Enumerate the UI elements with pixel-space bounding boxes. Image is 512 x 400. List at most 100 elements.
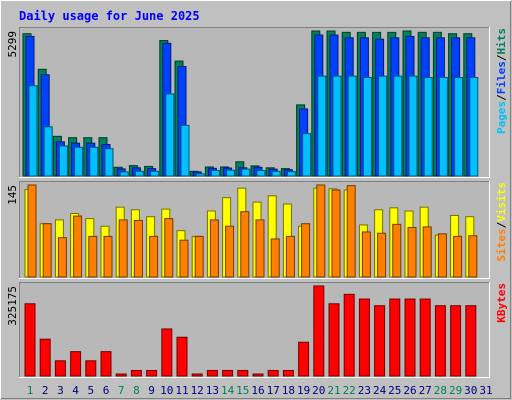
day-label-31: 31 bbox=[479, 384, 492, 397]
sites-bar-day-7 bbox=[118, 219, 128, 278]
sites-bar-day-30 bbox=[468, 235, 478, 278]
day-label-22: 22 bbox=[343, 384, 356, 397]
pages-bar-day-23 bbox=[362, 76, 372, 177]
kbytes-bar-day-15 bbox=[237, 369, 249, 377]
day-label-21: 21 bbox=[327, 384, 340, 397]
day-label-13: 13 bbox=[206, 384, 219, 397]
pages-bar-day-14 bbox=[226, 169, 236, 177]
ymax-label-visits-sites: 145 bbox=[6, 185, 19, 205]
pages-bar-day-7 bbox=[119, 171, 129, 177]
sites-bar-day-19 bbox=[301, 223, 311, 278]
sites-bar-day-6 bbox=[103, 235, 113, 278]
day-label-7: 7 bbox=[118, 384, 125, 397]
day-label-23: 23 bbox=[358, 384, 371, 397]
sites-bar-day-12 bbox=[194, 235, 204, 278]
kbytes-bar-day-28 bbox=[434, 305, 446, 377]
day-label-2: 2 bbox=[42, 384, 49, 397]
pages-bar-day-13 bbox=[210, 170, 220, 177]
kbytes-bar-day-14 bbox=[222, 369, 234, 377]
kbytes-bar-day-23 bbox=[358, 298, 370, 377]
pages-bar-day-18 bbox=[286, 171, 296, 177]
pages-bar-day-10 bbox=[165, 93, 175, 177]
day-label-18: 18 bbox=[282, 384, 295, 397]
kbytes-bar-day-30 bbox=[465, 305, 477, 377]
sites-bar-day-15 bbox=[240, 211, 250, 278]
kbytes-bar-day-12 bbox=[191, 373, 203, 377]
legend-part: Visits bbox=[495, 182, 508, 222]
day-label-4: 4 bbox=[72, 384, 79, 397]
sites-bar-day-17 bbox=[270, 238, 280, 278]
pages-bar-day-1 bbox=[28, 85, 38, 177]
day-label-16: 16 bbox=[251, 384, 264, 397]
kbytes-bar-day-10 bbox=[161, 328, 173, 377]
panel-visits-sites: 145 Sites/Visits bbox=[6, 181, 508, 279]
day-label-3: 3 bbox=[57, 384, 64, 397]
day-label-25: 25 bbox=[388, 384, 401, 397]
pages-bar-day-25 bbox=[393, 75, 403, 177]
day-label-15: 15 bbox=[236, 384, 249, 397]
kbytes-bar-day-25 bbox=[389, 298, 401, 377]
day-label-26: 26 bbox=[403, 384, 416, 397]
pages-bar-day-17 bbox=[271, 170, 281, 177]
kbytes-bar-day-27 bbox=[419, 298, 431, 377]
day-label-30: 30 bbox=[464, 384, 477, 397]
ymax-label-kbytes: 325175 bbox=[6, 286, 19, 326]
sites-bar-day-20 bbox=[316, 184, 326, 278]
panels: 5299Pages/Files/Hits145Sites/Visits32517… bbox=[6, 27, 508, 378]
kbytes-bar-day-8 bbox=[130, 369, 142, 377]
day-label-9: 9 bbox=[148, 384, 155, 397]
pages-bar-day-24 bbox=[378, 75, 388, 177]
kbytes-bar-day-17 bbox=[267, 369, 279, 377]
sites-bar-day-18 bbox=[285, 235, 295, 278]
day-label-8: 8 bbox=[133, 384, 140, 397]
day-label-24: 24 bbox=[373, 384, 387, 397]
sites-bar-day-27 bbox=[422, 226, 432, 278]
kbytes-bar-day-4 bbox=[70, 351, 82, 377]
pages-bar-day-16 bbox=[256, 170, 266, 177]
day-label-27: 27 bbox=[419, 384, 432, 397]
pages-bar-day-28 bbox=[438, 76, 448, 177]
pages-bar-day-6 bbox=[104, 148, 114, 177]
legend-part: Files bbox=[495, 61, 508, 94]
kbytes-bar-day-21 bbox=[328, 303, 340, 377]
pages-bar-day-5 bbox=[89, 146, 99, 177]
sites-bar-day-25 bbox=[392, 223, 402, 278]
legend-part: / bbox=[495, 54, 508, 61]
sites-bar-day-29 bbox=[453, 235, 463, 278]
kbytes-bar-day-1 bbox=[24, 303, 36, 377]
kbytes-bar-day-24 bbox=[374, 305, 386, 377]
sites-bar-day-21 bbox=[331, 189, 341, 278]
day-label-19: 19 bbox=[297, 384, 310, 397]
day-label-1: 1 bbox=[27, 384, 34, 397]
pages-bar-day-20 bbox=[317, 75, 327, 177]
legend-part: Pages bbox=[495, 101, 508, 134]
legend-part: Hits bbox=[495, 28, 508, 55]
pages-bar-day-4 bbox=[74, 146, 84, 177]
ymax-label-hits-files-pages: 5299 bbox=[6, 31, 19, 58]
legend-part: / bbox=[495, 94, 508, 101]
sites-bar-day-3 bbox=[57, 237, 67, 278]
panel-kbytes: 325175 KBytes bbox=[6, 282, 508, 378]
sites-bar-day-22 bbox=[346, 185, 356, 278]
series-pages bbox=[28, 75, 479, 177]
day-label-5: 5 bbox=[87, 384, 94, 397]
pages-bar-day-26 bbox=[408, 75, 418, 177]
legend-kbytes: KBytes bbox=[495, 283, 508, 323]
kbytes-bar-day-7 bbox=[115, 373, 127, 377]
day-label-28: 28 bbox=[434, 384, 447, 397]
kbytes-bar-day-26 bbox=[404, 298, 416, 377]
sites-bar-day-4 bbox=[73, 215, 83, 278]
kbytes-bar-day-9 bbox=[146, 369, 158, 377]
day-labels: 1 2 3 4 5 6 7 8 9 10 11 12 13 14 15 16 17 18 19 20 21 22 23 24 2… bbox=[27, 384, 493, 397]
pages-bar-day-12 bbox=[195, 173, 205, 177]
kbytes-bar-day-19 bbox=[298, 341, 310, 377]
pages-bar-day-27 bbox=[423, 76, 433, 177]
sites-bar-day-23 bbox=[361, 231, 371, 278]
pages-bar-day-3 bbox=[58, 145, 68, 177]
day-label-20: 20 bbox=[312, 384, 325, 397]
kbytes-bar-day-2 bbox=[39, 338, 51, 377]
day-label-11: 11 bbox=[175, 384, 188, 397]
day-label-6: 6 bbox=[103, 384, 110, 397]
